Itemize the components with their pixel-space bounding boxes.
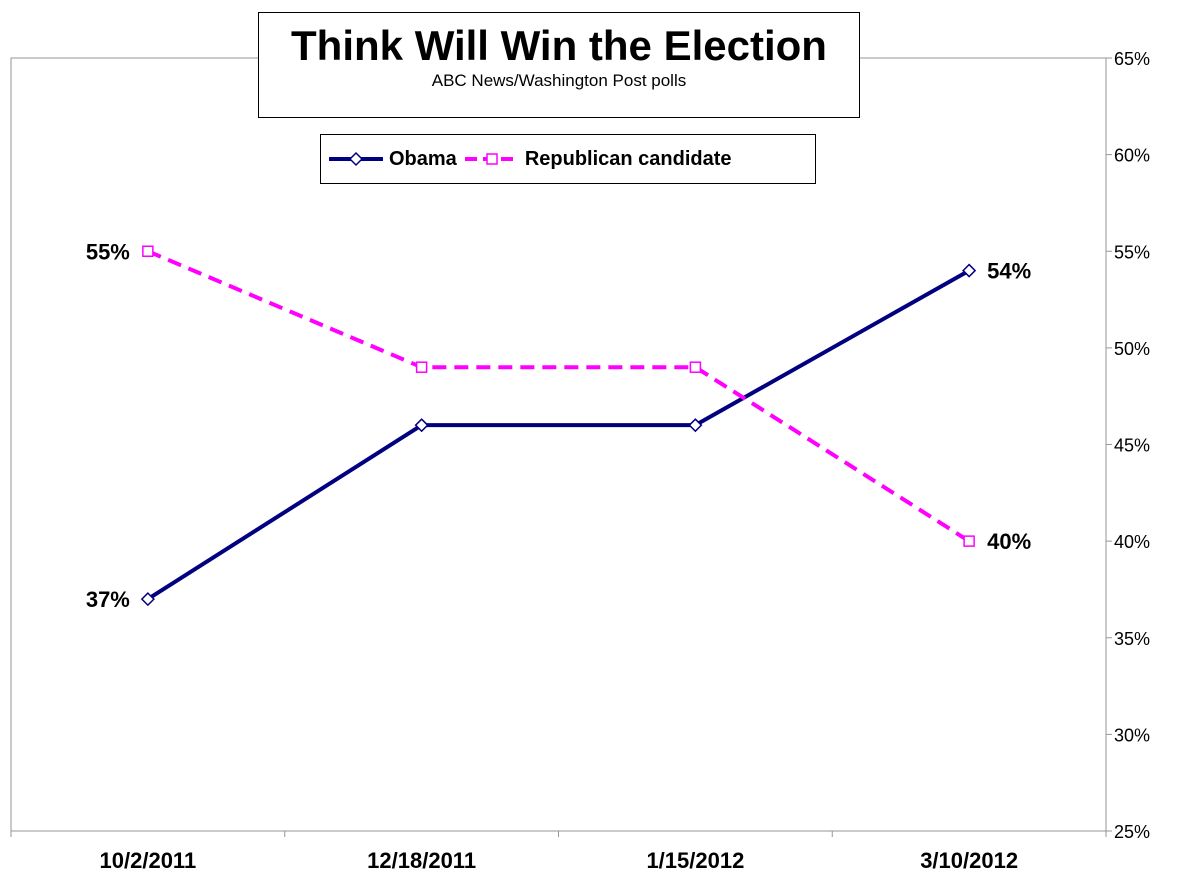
legend-item-obama: Obama: [327, 148, 457, 171]
y-tick-label: 60%: [1114, 146, 1150, 166]
data-point-marker: [689, 361, 702, 373]
data-point-marker: [140, 592, 155, 607]
x-tick-label: 10/2/2011: [100, 848, 197, 871]
data-point-marker: [963, 535, 975, 547]
y-tick-label: 40%: [1114, 532, 1150, 552]
legend-swatch-republican: [464, 153, 519, 165]
y-tick-label: 45%: [1114, 436, 1150, 456]
legend-label-obama: Obama: [389, 147, 457, 170]
legend: Obama Republican candidate: [320, 134, 816, 184]
series-line-0: [146, 268, 971, 601]
x-tick-label: 3/10/2012: [920, 848, 1018, 871]
y-tick-label: 30%: [1114, 725, 1150, 745]
y-tick-label: 65%: [1114, 49, 1150, 69]
series-line-1: [147, 249, 971, 543]
data-label: 55%: [86, 239, 130, 264]
y-tick-label: 50%: [1114, 339, 1150, 359]
data-label: 37%: [86, 587, 130, 612]
data-labels: 37% 54% 55% 40%: [86, 239, 1031, 612]
data-point-marker: [962, 263, 977, 278]
chart-subtitle: ABC News/Washington Post polls: [431, 71, 687, 90]
data-label: 54%: [987, 259, 1031, 284]
y-tick-label: 35%: [1114, 629, 1150, 649]
data-point-marker: [142, 245, 154, 257]
y-tick-label: 55%: [1114, 242, 1150, 262]
data-point-marker: [414, 418, 429, 433]
data-point-marker: [415, 361, 428, 373]
data-label: 40%: [987, 529, 1031, 554]
data-point-marker: [688, 418, 703, 433]
x-tick-label: 12/18/2011: [367, 848, 476, 871]
x-tick-label: 1/15/2012: [646, 848, 744, 871]
series-layer: [140, 245, 977, 607]
chart-title: Think Will Win the Election: [291, 22, 827, 69]
y-tick-label: 25%: [1114, 822, 1150, 842]
legend-label-republican: Republican candidate: [524, 147, 732, 170]
legend-item-republican: Republican candidate: [463, 148, 732, 171]
legend-swatch-obama: [329, 151, 383, 167]
title-box: Think Will Win the Election ABC News/Was…: [258, 12, 860, 118]
axes: 10/2/2011 12/18/2011 1/15/2012 3/10/2012 25%…: [10, 49, 1150, 871]
